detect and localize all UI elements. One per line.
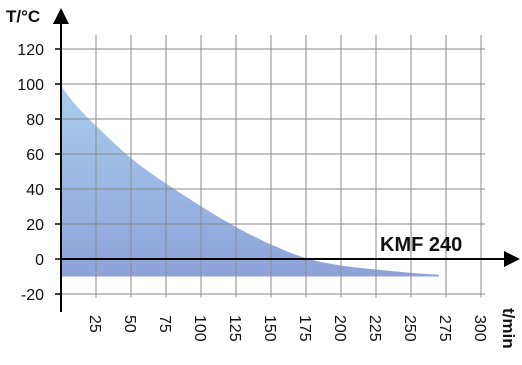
y-axis-arrow (53, 8, 69, 24)
x-axis-title: t/min (499, 308, 518, 349)
x-tick-label: 250 (401, 315, 418, 342)
x-axis-arrow (504, 251, 520, 267)
x-tick-label: 50 (121, 315, 138, 333)
x-tick-label: 75 (156, 315, 173, 333)
axis-layer (53, 8, 520, 312)
y-tick-label: -20 (21, 287, 44, 304)
area-layer (61, 85, 439, 277)
y-tick-label: 60 (26, 147, 44, 164)
x-tick-label: 25 (86, 315, 103, 333)
y-tick-label: 120 (17, 42, 44, 59)
x-tick-label: 200 (331, 315, 348, 342)
y-axis-title: T/°C (6, 7, 40, 26)
y-tick-label: 40 (26, 182, 44, 199)
y-tick-label: 20 (26, 217, 44, 234)
grid-layer (61, 35, 485, 298)
temperature-area (61, 85, 439, 277)
x-tick-label: 275 (436, 315, 453, 342)
x-tick-label: 225 (366, 315, 383, 342)
x-tick-label: 125 (226, 315, 243, 342)
x-tick-label: 300 (471, 315, 488, 342)
x-tick-label: 150 (261, 315, 278, 342)
x-tick-label: 175 (296, 315, 313, 342)
model-annotation: KMF 240 (380, 234, 462, 256)
x-tick-label: 100 (191, 315, 208, 342)
y-tick-label: 100 (17, 77, 44, 94)
y-tick-label: 0 (35, 252, 44, 269)
y-tick-label: 80 (26, 112, 44, 129)
